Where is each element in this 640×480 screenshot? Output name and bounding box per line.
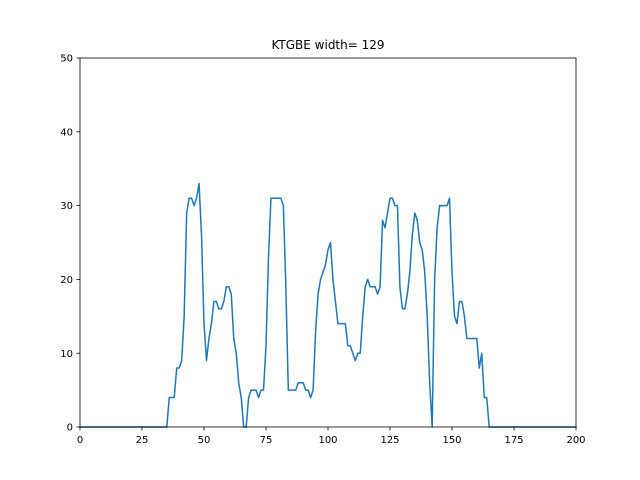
y-tick-label: 10 — [60, 349, 73, 360]
chart-title: KTGBE width= 129 — [271, 38, 384, 52]
x-tick-label: 0 — [77, 435, 83, 446]
x-axis: 0 25 50 75 100 125 150 175 200 — [77, 427, 586, 446]
y-tick-label: 50 — [60, 54, 73, 65]
x-tick-label: 200 — [566, 435, 585, 446]
y-axis: 0 10 20 30 40 50 — [60, 54, 80, 434]
x-tick-label: 100 — [318, 435, 337, 446]
series-line — [79, 182, 577, 428]
y-tick-label: 30 — [60, 201, 73, 212]
x-tick-label: 75 — [260, 435, 273, 446]
x-tick-label: 175 — [504, 435, 523, 446]
y-tick-label: 20 — [60, 275, 73, 286]
x-tick-label: 125 — [380, 435, 399, 446]
y-tick-label: 0 — [67, 423, 73, 434]
y-tick-label: 40 — [60, 127, 73, 138]
x-tick-label: 25 — [136, 435, 149, 446]
x-tick-label: 50 — [198, 435, 211, 446]
x-tick-label: 150 — [442, 435, 461, 446]
